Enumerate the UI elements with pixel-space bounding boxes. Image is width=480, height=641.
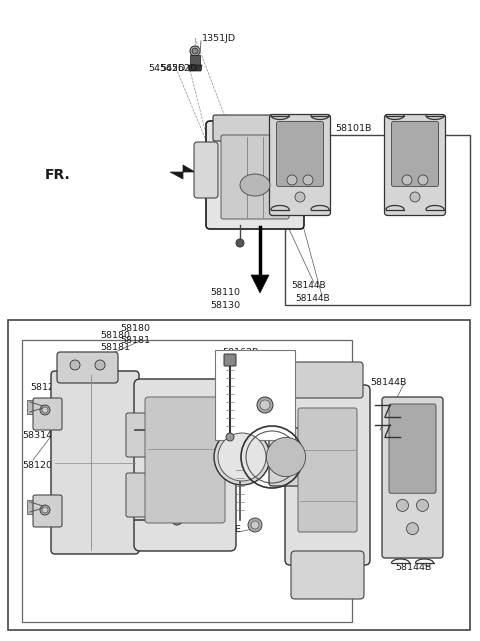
Circle shape [260,400,270,410]
FancyBboxPatch shape [134,379,236,551]
FancyBboxPatch shape [384,115,445,215]
FancyBboxPatch shape [126,473,146,517]
FancyBboxPatch shape [382,397,443,558]
Bar [215,350,295,440]
FancyBboxPatch shape [292,142,316,198]
FancyBboxPatch shape [213,115,297,141]
Circle shape [218,433,266,481]
Circle shape [190,46,200,56]
Text: 58114A: 58114A [245,433,281,442]
Text: 58163B: 58163B [60,363,96,372]
Circle shape [40,505,50,515]
Polygon shape [27,400,33,414]
FancyBboxPatch shape [292,362,363,398]
FancyBboxPatch shape [126,413,146,457]
FancyBboxPatch shape [206,121,304,229]
Circle shape [42,407,48,413]
Circle shape [248,518,262,532]
Ellipse shape [240,174,270,196]
Text: 58144B: 58144B [395,563,432,572]
Circle shape [42,507,48,513]
Bar [8,320,470,630]
Text: 58113: 58113 [220,415,250,424]
FancyBboxPatch shape [145,397,225,523]
FancyBboxPatch shape [224,354,236,366]
Bar [285,135,470,305]
FancyBboxPatch shape [269,115,331,215]
Text: 58144B: 58144B [395,144,430,153]
Text: 58112: 58112 [195,395,225,404]
Circle shape [295,192,305,202]
Circle shape [226,433,234,441]
Circle shape [251,521,259,529]
Text: 58181: 58181 [100,342,130,351]
Text: 58180: 58180 [100,331,130,340]
Text: 58125: 58125 [30,383,60,392]
Text: 58144B: 58144B [370,378,407,387]
Text: 54562D: 54562D [160,63,197,72]
Text: 58101B: 58101B [335,124,372,133]
FancyBboxPatch shape [285,385,370,565]
Text: 58162B: 58162B [222,347,258,356]
Text: 54562D: 54562D [148,63,185,72]
Circle shape [410,192,420,202]
Text: 58164E: 58164E [230,363,266,372]
Circle shape [396,499,408,512]
FancyBboxPatch shape [194,142,218,198]
Text: 58131: 58131 [395,397,425,406]
Circle shape [402,175,412,185]
Text: FR.: FR. [45,168,71,182]
FancyBboxPatch shape [276,122,324,187]
Circle shape [266,437,306,477]
Circle shape [236,239,244,247]
Polygon shape [170,165,195,179]
Circle shape [303,175,313,185]
Text: 58110: 58110 [210,288,240,297]
FancyBboxPatch shape [57,352,118,383]
Polygon shape [251,275,269,293]
FancyBboxPatch shape [291,551,364,599]
Text: 58164E: 58164E [205,526,241,535]
Polygon shape [188,65,202,71]
Text: 58120: 58120 [22,460,52,469]
Circle shape [418,175,428,185]
Text: 58144B: 58144B [291,281,325,290]
Circle shape [257,397,273,413]
Circle shape [287,175,297,185]
FancyBboxPatch shape [33,495,62,527]
FancyBboxPatch shape [51,371,139,554]
Circle shape [172,425,182,435]
FancyBboxPatch shape [33,398,62,430]
Circle shape [214,429,270,485]
Text: 58181: 58181 [120,335,150,344]
Text: 1351JD: 1351JD [202,33,236,42]
FancyBboxPatch shape [269,428,301,486]
Circle shape [192,48,198,54]
Text: 58180: 58180 [120,324,150,333]
Circle shape [407,522,419,535]
Circle shape [40,405,50,415]
Polygon shape [27,500,33,514]
Circle shape [95,360,105,370]
FancyBboxPatch shape [221,135,289,219]
Polygon shape [190,55,200,65]
Circle shape [417,499,429,512]
Text: 58144B: 58144B [295,294,330,303]
FancyBboxPatch shape [392,122,439,187]
Text: 58144B: 58144B [291,138,325,147]
FancyBboxPatch shape [298,408,357,532]
Text: 58314: 58314 [22,431,52,440]
FancyBboxPatch shape [389,404,436,494]
Text: 58161B: 58161B [140,497,176,506]
Text: 58131: 58131 [395,413,425,422]
Bar [22,340,352,622]
Text: 58130: 58130 [210,301,240,310]
Circle shape [70,360,80,370]
Circle shape [172,515,182,525]
